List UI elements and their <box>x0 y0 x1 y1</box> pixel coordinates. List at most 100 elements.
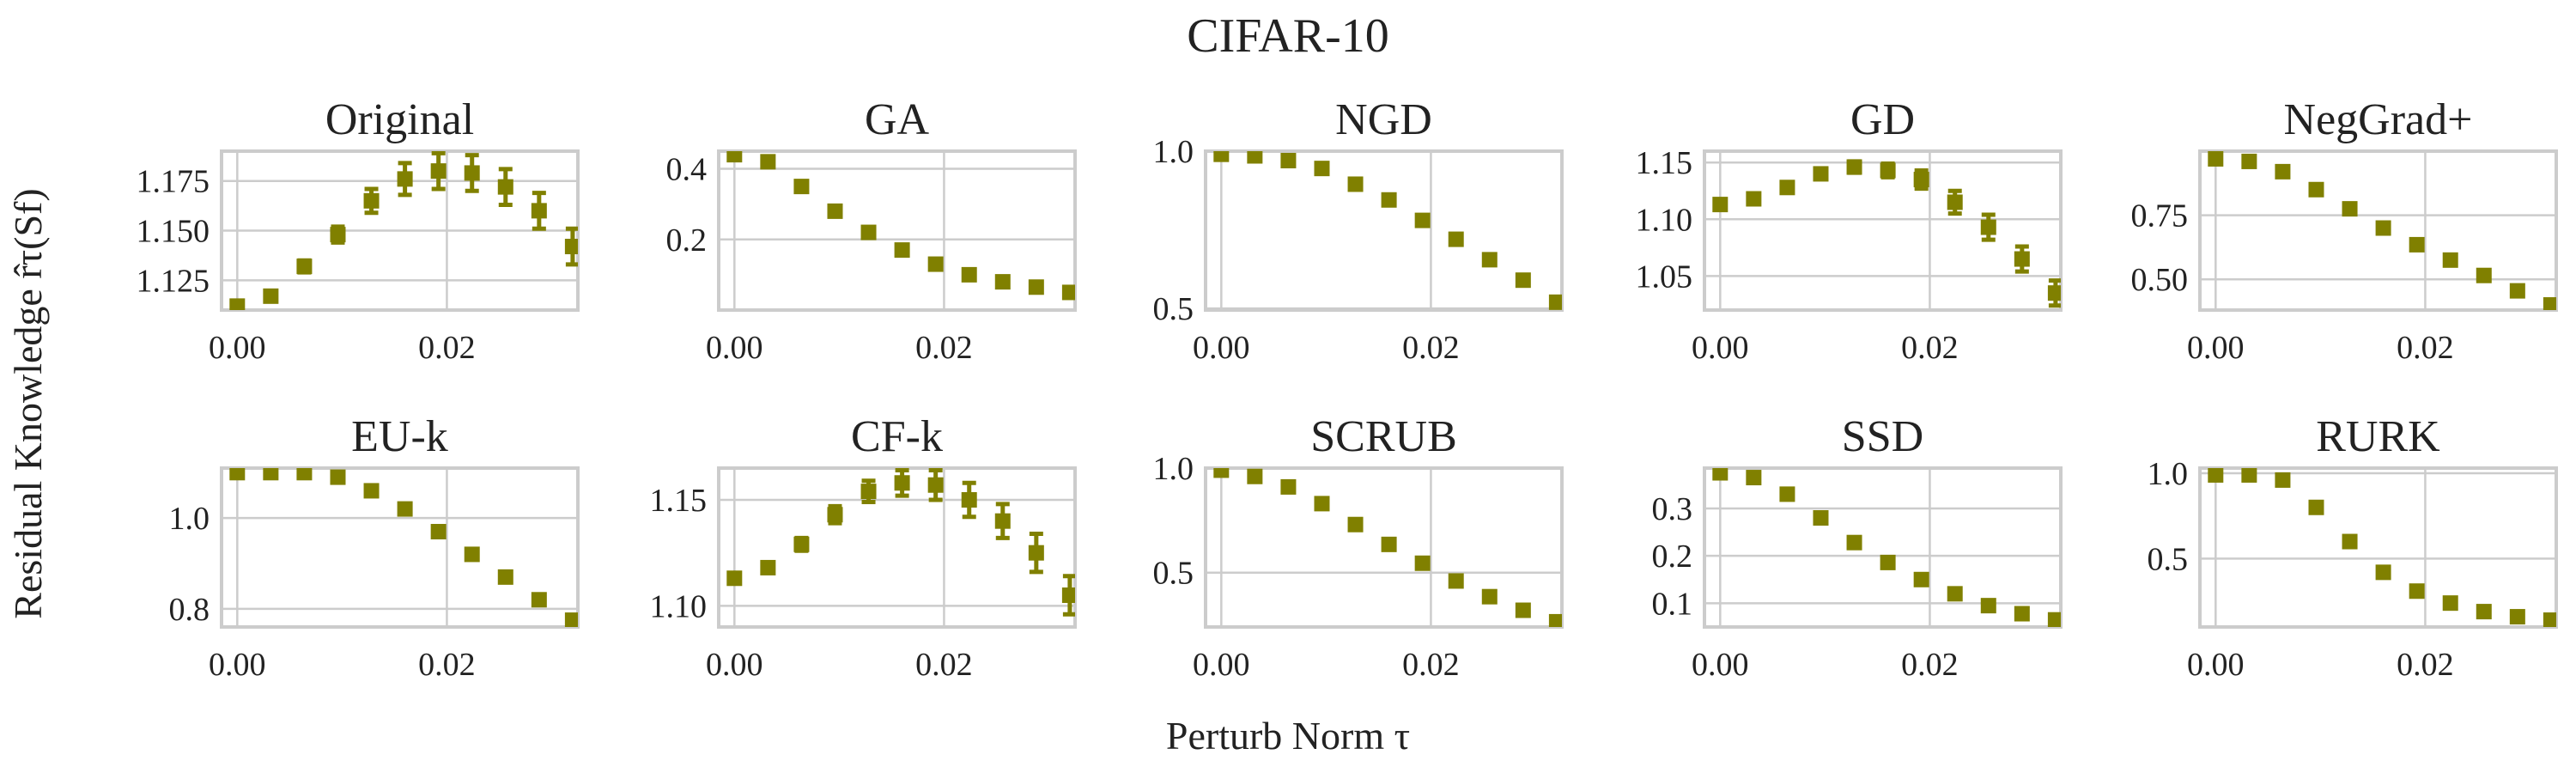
data-point <box>927 477 944 493</box>
data-point <box>497 569 513 585</box>
data-point <box>1712 468 1728 481</box>
data-point <box>1028 279 1044 295</box>
subplot-eu-k: 0.00 0.02 0.8 1.0 EU-k <box>169 412 580 683</box>
x-tick-label: 0.02 <box>1402 647 1460 683</box>
plot-area <box>1204 149 1564 312</box>
data-point <box>229 298 246 310</box>
data-point <box>726 151 743 163</box>
data-point <box>1779 180 1795 196</box>
x-tick-label: 0.00 <box>2187 330 2245 366</box>
subplot-ngd: 0.00 0.02 0.5 1.0 NGD <box>1153 95 1564 366</box>
data-point <box>1947 194 1963 210</box>
y-tick-label: 1.10 <box>1636 202 1693 238</box>
x-tick-label: 0.02 <box>418 330 476 366</box>
data-point <box>1980 598 1996 614</box>
data-point <box>1448 231 1464 247</box>
x-tick-label: 0.02 <box>2397 647 2454 683</box>
data-point <box>860 224 877 240</box>
data-point <box>1280 478 1297 495</box>
y-tick-label: 1.15 <box>1636 145 1693 181</box>
plot-area <box>1703 466 2063 629</box>
data-point <box>961 492 977 508</box>
data-point <box>1347 516 1364 533</box>
y-tick-label: 0.3 <box>1652 491 1693 527</box>
subplot-title: CF-k <box>851 412 943 461</box>
subplot-ssd: 0.00 0.02 0.1 0.2 0.3 SSD <box>1652 412 2063 683</box>
x-tick-label: 0.00 <box>1692 647 1749 683</box>
data-layer <box>229 468 578 627</box>
data-point <box>2342 201 2358 217</box>
data-point <box>1712 197 1728 213</box>
data-point <box>894 242 910 259</box>
data-point <box>827 507 843 523</box>
subplot-rurk: 0.00 0.02 0.5 1.0 RURK <box>2148 412 2558 683</box>
data-point <box>2509 609 2525 625</box>
data-point <box>760 559 776 575</box>
data-point <box>1381 536 1397 552</box>
y-tick-label: 0.2 <box>1652 539 1693 575</box>
x-axis-label: Perturb Norm τ <box>1166 714 1410 758</box>
data-point <box>1213 151 1230 162</box>
subplot-title: Original <box>325 95 474 144</box>
data-layer <box>229 151 578 310</box>
data-point <box>1913 571 1929 587</box>
data-point <box>430 524 447 539</box>
data-point <box>2375 220 2391 236</box>
data-point <box>464 165 480 181</box>
data-point <box>1247 468 1263 484</box>
x-tick-label: 0.02 <box>915 647 973 683</box>
y-tick-label: 0.50 <box>2131 262 2189 298</box>
data-point <box>2308 499 2324 515</box>
data-point <box>1481 588 1498 605</box>
data-point <box>827 203 843 219</box>
data-point <box>1515 272 1531 289</box>
x-tick-label: 0.02 <box>2397 330 2454 366</box>
data-point <box>2543 612 2556 627</box>
data-point <box>1280 152 1297 168</box>
figure-title: CIFAR-10 <box>1187 9 1388 63</box>
y-tick-label: 1.05 <box>1636 259 1693 295</box>
y-tick-label: 1.0 <box>169 501 210 537</box>
data-point <box>2476 604 2492 620</box>
y-tick-label: 0.8 <box>169 592 210 628</box>
data-point <box>564 239 578 254</box>
data-point <box>1061 587 1075 603</box>
data-point <box>1846 159 1862 175</box>
data-point <box>2241 468 2257 483</box>
data-point <box>1548 294 1562 310</box>
data-point <box>2476 267 2492 283</box>
y-tick-label: 1.10 <box>650 588 708 624</box>
data-point <box>1061 284 1075 301</box>
y-tick-label: 1.150 <box>137 214 210 250</box>
data-point <box>2275 472 2291 488</box>
data-point <box>927 256 944 272</box>
data-point <box>1813 509 1829 526</box>
plot-area <box>220 466 580 629</box>
subplot-title: NGD <box>1335 95 1432 144</box>
data-point <box>564 612 578 627</box>
data-point <box>2375 564 2391 581</box>
data-point <box>1028 545 1044 561</box>
y-tick-label: 0.75 <box>2131 198 2189 234</box>
data-point <box>330 227 346 243</box>
data-point <box>2409 236 2425 253</box>
subplot-title: GD <box>1850 95 1915 144</box>
subplot-ga: 0.00 0.02 0.2 0.4 GA <box>666 95 1077 366</box>
x-tick-label: 0.00 <box>1692 330 1749 366</box>
data-point <box>229 468 246 481</box>
x-tick-label: 0.02 <box>915 330 973 366</box>
data-point <box>1746 470 1762 486</box>
x-tick-label: 0.02 <box>1901 330 1959 366</box>
data-point <box>263 288 279 304</box>
y-axis-label: Residual Knowledge r̂τ(Sf) <box>6 188 50 618</box>
data-point <box>1381 192 1397 208</box>
data-point <box>1947 586 1963 602</box>
subplot-original: 0.00 0.02 1.125 1.150 1.175 Original <box>137 95 580 366</box>
data-point <box>894 475 910 491</box>
data-point <box>1913 172 1929 188</box>
y-tick-label: 0.5 <box>2148 541 2189 577</box>
data-point <box>1347 176 1364 192</box>
data-point <box>1880 554 1896 570</box>
x-tick-label: 0.00 <box>1193 647 1250 683</box>
